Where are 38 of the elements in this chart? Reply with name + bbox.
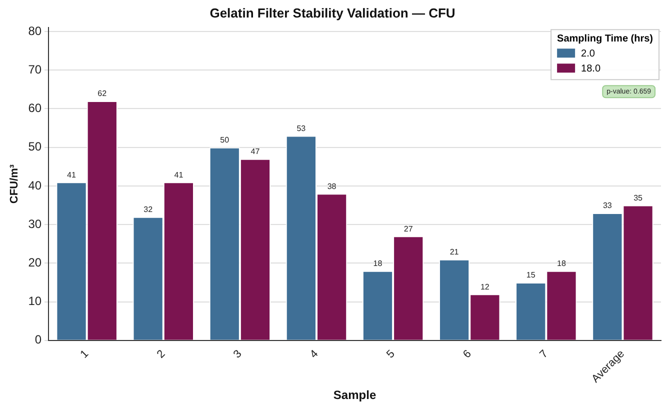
data-label: 21 [450, 248, 460, 257]
y-tick-label: 20 [28, 256, 42, 270]
y-tick-label: 50 [28, 140, 42, 154]
x-tick-label: 2 [154, 348, 168, 361]
data-label: 15 [526, 270, 536, 280]
data-label: 38 [327, 182, 337, 191]
data-label: 41 [67, 170, 77, 180]
y-axis-title: CFU/m³ [8, 164, 21, 204]
x-tick-label: 6 [461, 348, 474, 361]
y-tick-label: 80 [28, 24, 42, 38]
data-label: 53 [296, 124, 306, 133]
data-label: 32 [144, 205, 154, 214]
y-tick-label: 70 [28, 62, 42, 76]
data-label: 47 [250, 147, 260, 156]
x-tick-label: 4 [308, 348, 321, 361]
y-tick-label: 0 [34, 332, 42, 347]
legend-label: 2.0 [581, 48, 596, 60]
data-label: 18 [373, 259, 383, 268]
data-label: 33 [602, 201, 612, 210]
chart-title: Gelatin Filter Stability Validation — CFU [210, 5, 456, 20]
legend-label: 18.0 [581, 63, 601, 74]
data-label: 18 [557, 259, 566, 268]
x-tick-label: 3 [231, 348, 244, 361]
y-tick-label: 40 [28, 178, 42, 192]
y-tick-label: 10 [28, 294, 42, 308]
legend-title: Sampling Time (hrs) [557, 33, 654, 44]
x-tick-label: 7 [538, 348, 550, 361]
data-label: 50 [220, 136, 230, 145]
x-tick-label: 5 [384, 348, 398, 361]
y-tick-label: 60 [28, 101, 42, 116]
x-axis-title: Sample [333, 388, 376, 402]
data-label: 41 [174, 170, 184, 180]
y-tick-label: 30 [28, 216, 42, 231]
x-tick-label: 1 [78, 348, 92, 361]
data-label: 35 [634, 193, 644, 202]
data-label: 62 [98, 89, 108, 98]
data-label: 12 [480, 282, 490, 292]
data-label: 27 [404, 224, 414, 234]
